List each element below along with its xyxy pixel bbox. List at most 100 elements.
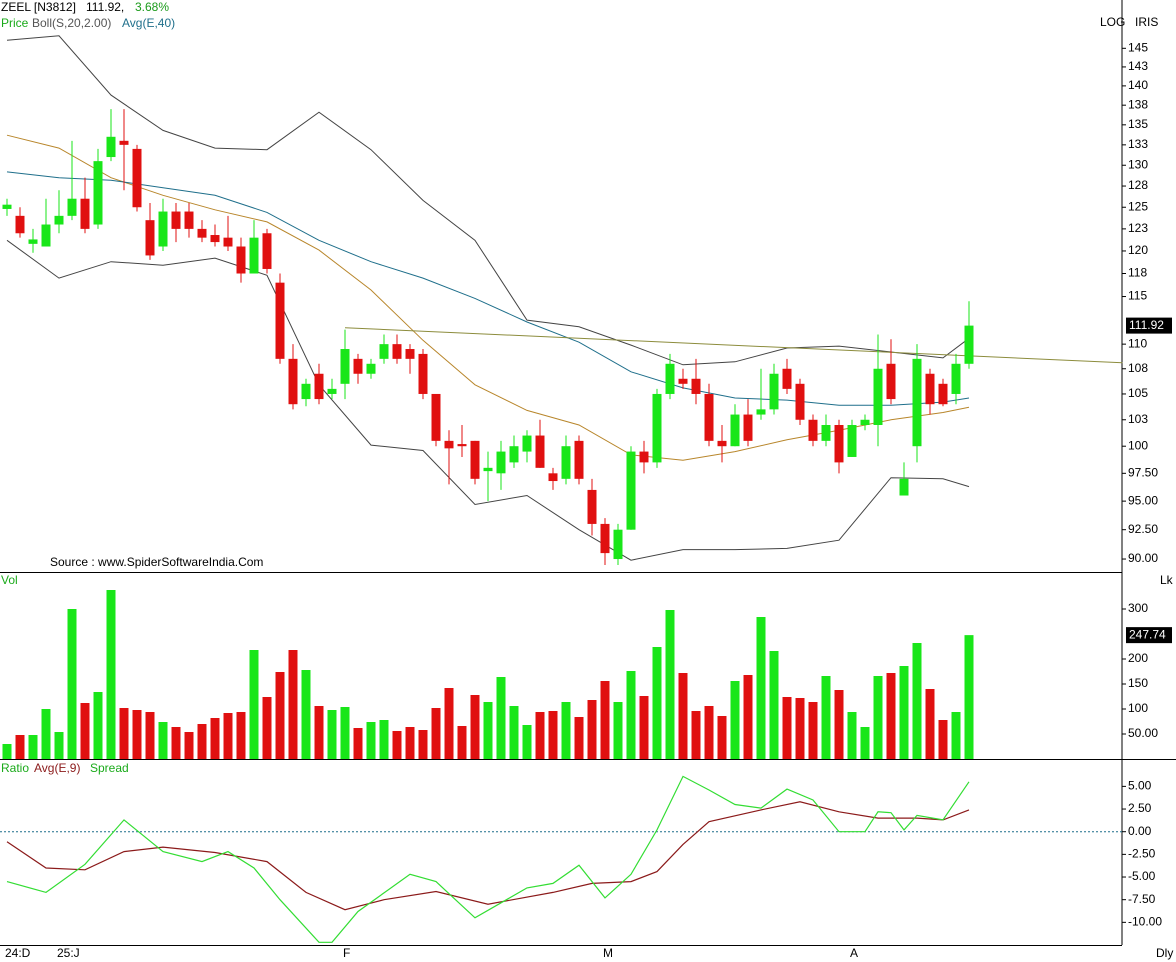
y-tick-label: 145 (1128, 40, 1148, 54)
y-tick-label: 140 (1128, 78, 1148, 92)
bollinger-middle (6, 134, 970, 461)
candle-body (288, 358, 298, 405)
y-tick-label: 135 (1128, 117, 1148, 131)
legend-entry: Avg(E,40) (122, 16, 175, 30)
y-tick-label: -7.50 (1128, 892, 1156, 906)
y-tick-label: 108 (1128, 361, 1148, 375)
candle-body (80, 198, 90, 229)
candle-body (847, 424, 857, 457)
candle-body (28, 239, 38, 244)
candle-body (626, 451, 636, 530)
scheme-label[interactable]: IRIS (1135, 15, 1158, 29)
volume-bar (80, 703, 90, 759)
volume-bar (743, 675, 753, 759)
volume-bar (795, 698, 805, 759)
volume-bar (821, 676, 831, 759)
volume-bar (184, 732, 194, 759)
volume-bar (522, 725, 532, 759)
y-tick-label: 118 (1128, 266, 1147, 280)
y-tick-label: 100 (1128, 701, 1148, 715)
volume-bar (262, 697, 272, 759)
candle-body (756, 409, 766, 415)
candle-body (951, 363, 961, 394)
volume-bar (288, 650, 298, 759)
volume-bar (41, 709, 51, 759)
volume-bar (873, 676, 883, 759)
volume-bar (145, 712, 155, 759)
y-tick-label: 200 (1128, 651, 1148, 665)
scale-label[interactable]: LOG (1100, 15, 1125, 29)
volume-bar (808, 702, 818, 759)
volume-bar (210, 718, 220, 759)
volume-bar (639, 696, 649, 759)
last-price-label: 111.92 (1129, 318, 1164, 332)
change-text: 3.68% (135, 0, 169, 14)
candle-body (782, 368, 792, 389)
candle-body (379, 344, 389, 359)
y-tick-label: 100 (1128, 438, 1148, 452)
y-tick-label: 150 (1128, 676, 1148, 690)
candle-body (665, 363, 675, 394)
y-tick-label: -5.00 (1128, 869, 1156, 883)
candle-body (964, 325, 974, 364)
y-tick-label: 133 (1128, 137, 1148, 151)
bollinger-upper (6, 35, 970, 366)
volume-bar (691, 711, 701, 759)
y-tick-label: 123 (1128, 221, 1148, 235)
volume-bar (496, 677, 506, 759)
x-tick-label: M (603, 946, 613, 960)
candle-body (470, 440, 480, 479)
x-tick-label: F (343, 946, 350, 960)
candle-body (743, 414, 753, 441)
legend-entry: Avg(E,9) (34, 761, 80, 775)
candle-body (496, 451, 506, 474)
volume-bar (548, 711, 558, 759)
volume-bar (717, 716, 727, 759)
volume-bar (457, 726, 467, 759)
candle-body (717, 440, 727, 447)
volume-bar (327, 710, 337, 759)
y-tick-label: 120 (1128, 243, 1148, 257)
candle-body (678, 378, 688, 384)
volume-bar (665, 610, 675, 759)
volume-bar (405, 727, 415, 759)
indicator-line (6, 775, 970, 943)
candle-body (431, 393, 441, 441)
y-tick-label: 110 (1128, 336, 1147, 350)
volume-bar (509, 706, 519, 759)
candle-body (548, 473, 558, 482)
candle-body (41, 224, 51, 247)
y-tick-label: 105 (1128, 386, 1148, 400)
y-tick-label: -2.50 (1128, 847, 1156, 861)
y-tick-label: 95.00 (1128, 493, 1158, 507)
volume-bar (106, 590, 116, 759)
candle-body (795, 383, 805, 420)
candle-body (587, 489, 597, 524)
volume-bar (899, 666, 909, 759)
candle-body (457, 444, 467, 447)
indicator-line (6, 801, 970, 911)
volume-bar (444, 688, 454, 759)
candle-body (730, 414, 740, 447)
candle-body (54, 215, 64, 225)
price-text: 111.92, (86, 0, 124, 14)
unit-label: Lk (1160, 573, 1174, 587)
volume-bar (613, 702, 623, 759)
x-tick-label: 24:D (5, 946, 31, 960)
candle-body (106, 136, 116, 158)
volume-bar (834, 690, 844, 759)
candle-body (535, 435, 545, 468)
last-volume-box (1126, 627, 1172, 644)
candle-body (613, 529, 623, 560)
period-label[interactable]: Dly (1156, 946, 1173, 960)
candle-body (821, 424, 831, 441)
volume-bar (587, 700, 597, 759)
candle-body (639, 451, 649, 463)
candle-body (327, 388, 337, 394)
candle-body (444, 440, 454, 449)
volume-bar (223, 713, 233, 759)
candle-body (171, 211, 181, 229)
candle-body (197, 228, 207, 238)
moving-average (6, 171, 970, 406)
y-tick-label: 115 (1128, 289, 1147, 303)
